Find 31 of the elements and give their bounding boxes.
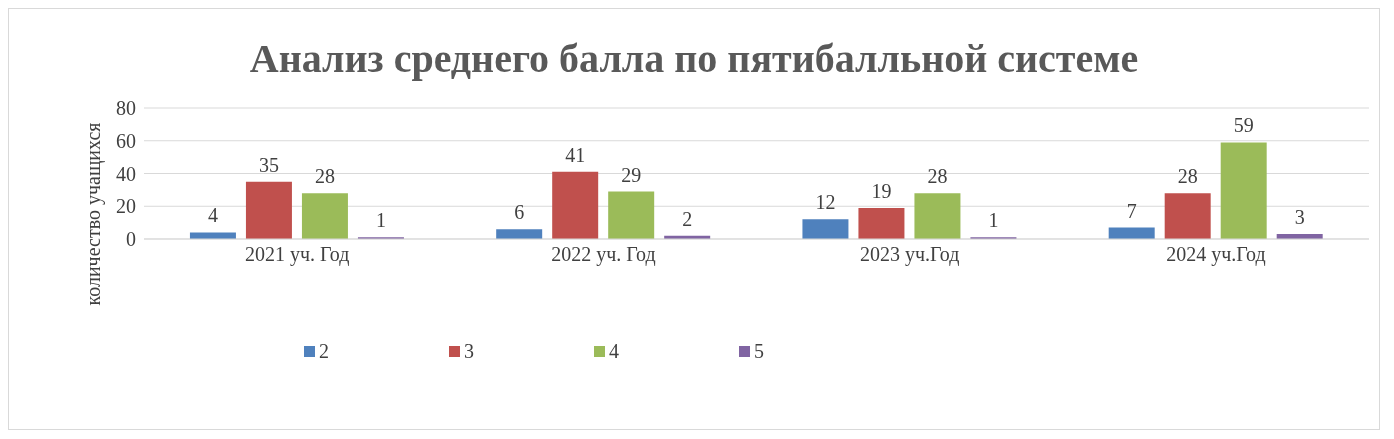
- data-label: 41: [565, 143, 586, 166]
- y-tick-label: 60: [116, 129, 136, 152]
- data-label: 59: [1233, 114, 1254, 137]
- data-label: 28: [314, 165, 335, 188]
- data-label: 6: [514, 201, 525, 224]
- y-axis-title: количество учащихся: [81, 122, 105, 306]
- y-tick-label: 0: [126, 228, 136, 251]
- data-label: 1: [375, 209, 386, 232]
- data-label: 3: [1294, 206, 1305, 229]
- y-tick-label: 80: [116, 97, 136, 120]
- legend-label: 2: [319, 340, 329, 363]
- data-label: 28: [927, 165, 948, 188]
- data-label: 28: [1177, 165, 1198, 188]
- x-tick-label: 2022 уч. Год: [551, 243, 656, 267]
- data-label: 7: [1126, 199, 1137, 222]
- y-tick-label: 40: [116, 162, 136, 185]
- legend-label: 3: [464, 340, 474, 363]
- data-label: 4: [207, 204, 218, 227]
- x-tick-label: 2023 уч.Год: [859, 243, 960, 267]
- data-label: 29: [621, 163, 642, 186]
- y-tick-label: 20: [116, 195, 136, 218]
- data-label: 35: [258, 153, 279, 176]
- legend-label: 4: [609, 340, 619, 363]
- data-label: 2: [682, 207, 693, 230]
- legend-label: 5: [754, 340, 764, 363]
- data-label: 1: [988, 209, 999, 232]
- x-tick-label: 2024 уч.Год: [1166, 243, 1266, 267]
- data-label: 19: [871, 179, 892, 202]
- chart-title: Анализ среднего балла по пятибалльной системе: [248, 35, 1140, 83]
- data-label: 12: [815, 191, 836, 214]
- x-tick-label: 2021 уч. Год: [244, 243, 350, 267]
